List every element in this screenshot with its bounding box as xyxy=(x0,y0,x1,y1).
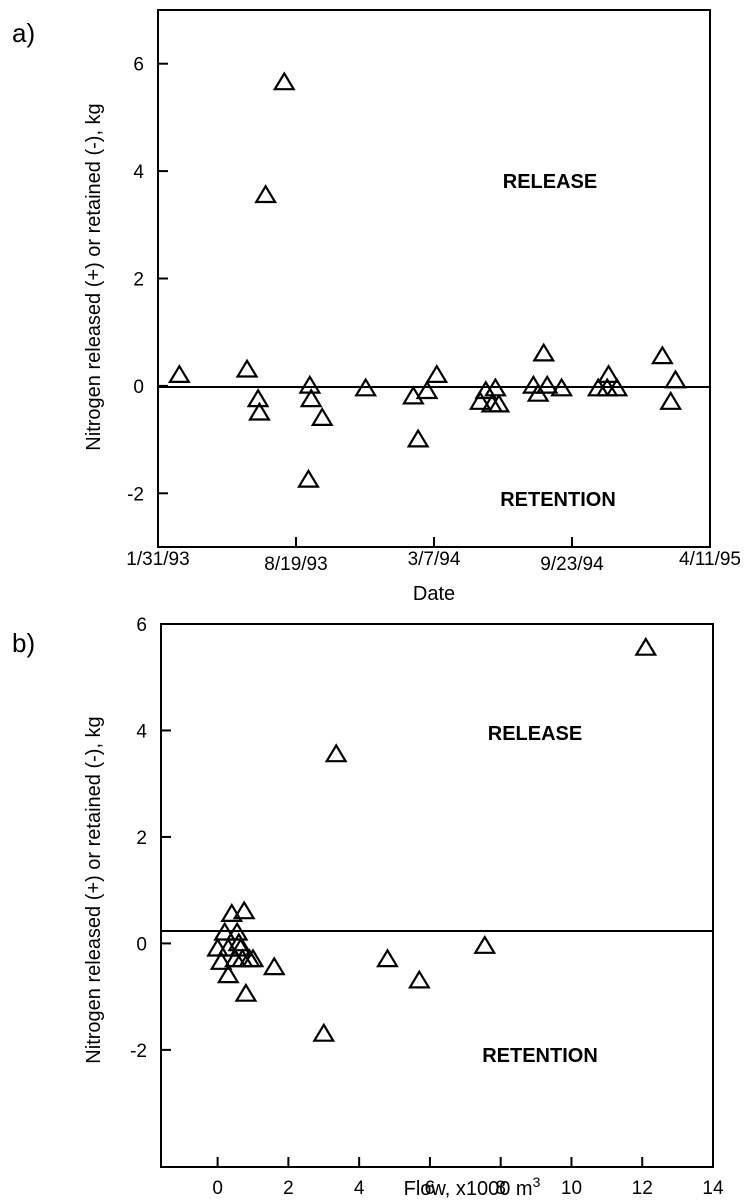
panel-a-data-point xyxy=(605,377,629,397)
panel-a-points xyxy=(167,71,687,488)
panel-a-data-point xyxy=(310,406,334,426)
panel-a-y-ticks: 6 4 2 0 -2 xyxy=(127,55,168,505)
panel-b-release-label: RELEASE xyxy=(488,723,582,745)
panel-b-data-point xyxy=(407,969,431,989)
panel-a-data-point xyxy=(235,358,259,378)
panel-a-y-axis-label: Nitrogen released (+) or retained (-), k… xyxy=(83,103,105,450)
panel-b-data-point xyxy=(227,932,251,952)
panel-b-plot-frame xyxy=(160,623,714,1168)
panel-a-x-tick-label: 3/7/94 xyxy=(408,549,461,570)
panel-a-plot-frame xyxy=(157,9,711,548)
panel-b-data-point xyxy=(216,937,240,957)
panel-b-data-point xyxy=(220,902,244,923)
panel-a-data-point xyxy=(248,401,271,421)
panel-b-x-tick-label: 10 xyxy=(561,1178,582,1199)
panel-a-y-tick-label: 6 xyxy=(133,55,144,76)
panel-a-data-point xyxy=(406,428,430,448)
panel-a-data-point xyxy=(484,377,507,397)
panel-b-data-point xyxy=(324,743,348,763)
panel-a-x-axis-label: Date xyxy=(413,583,455,605)
panel-a-release-label: RELEASE xyxy=(503,171,597,193)
panel-b-label: b) xyxy=(12,628,35,658)
panel-b-data-point xyxy=(232,900,256,920)
panel-b-data-point xyxy=(216,964,240,984)
panel-a-data-point xyxy=(254,184,278,204)
panel-b-data-point xyxy=(473,934,497,954)
panel-a-data-point xyxy=(487,393,511,413)
panel-a-data-point xyxy=(474,380,498,400)
panel-a-x-ticks: 1/31/93 8/19/93 3/7/94 9/23/94 4/11/95 xyxy=(126,537,741,575)
panel-a-y-tick-label: 0 xyxy=(133,377,144,398)
panel-a-retention-label: RETENTION xyxy=(500,489,616,511)
panel-a-data-point xyxy=(297,468,320,488)
panel-b-y-ticks: 6 4 2 0 -2 xyxy=(130,615,171,1062)
panel-a-x-tick-label: 4/11/95 xyxy=(679,549,741,570)
panel-b-data-point xyxy=(312,1022,336,1042)
panel-a-x-tick-label: 9/23/94 xyxy=(540,554,604,575)
panel-b-data-point xyxy=(213,921,237,941)
panel-a-data-point xyxy=(354,377,378,397)
panel-a-data-point xyxy=(550,377,574,397)
panel-b-data-point xyxy=(234,982,258,1002)
panel-a: a) 6 4 2 0 -2 1/31/93 8/19/93 3/7/94 9/23/94 4/1… xyxy=(12,9,741,605)
panel-a-data-point xyxy=(299,388,323,408)
panel-b-x-tick-label: 4 xyxy=(354,1178,365,1199)
panel-b-x-axis-label: Flow, x1000 m3 xyxy=(404,1174,541,1200)
panel-a-data-point xyxy=(664,369,687,389)
panel-b-data-point xyxy=(262,956,286,976)
panel-a-data-point xyxy=(167,364,191,383)
panel-b-y-tick-label: 2 xyxy=(136,828,147,849)
panel-a-data-point xyxy=(659,390,683,410)
panel-a-x-tick-label: 1/31/93 xyxy=(126,549,189,570)
panel-b-x-tick-label: 8 xyxy=(495,1178,506,1199)
panel-b-data-point xyxy=(376,948,399,968)
panel-a-data-point xyxy=(597,364,620,383)
panel-b-points xyxy=(206,636,658,1042)
panel-a-data-point xyxy=(468,390,492,410)
panel-a-data-point xyxy=(246,388,270,408)
panel-b-data-point xyxy=(634,636,658,656)
panel-b-data-point xyxy=(209,950,233,970)
panel-b-x-ticks: 0 2 4 6 8 10 12 14 xyxy=(212,1157,724,1199)
panel-b-x-tick-label: 14 xyxy=(702,1178,724,1199)
panel-a-y-tick-label: 4 xyxy=(133,162,144,183)
panel-b-data-point xyxy=(229,937,253,957)
panel-a-data-point xyxy=(298,374,322,394)
panel-b-y-tick-label: 6 xyxy=(136,615,147,636)
panel-a-y-tick-label: -2 xyxy=(127,484,144,505)
panel-b-data-point xyxy=(241,948,265,968)
panel-a-y-tick-label: 2 xyxy=(133,270,144,291)
panel-b-retention-label: RETENTION xyxy=(482,1045,598,1067)
panel-b-x-tick-label: 2 xyxy=(283,1178,294,1199)
panel-a-data-point xyxy=(415,380,439,400)
panel-a-data-point xyxy=(425,364,449,383)
panel-b-x-axis-label-text: Flow, x1000 m xyxy=(404,1178,533,1200)
panel-a-x-tick-label: 8/19/93 xyxy=(264,554,327,575)
panel-b-y-tick-label: 0 xyxy=(136,934,147,955)
panel-b-y-tick-label: -2 xyxy=(130,1041,147,1062)
panel-a-label: a) xyxy=(12,18,35,48)
panel-b-x-axis-label-superscript: 3 xyxy=(533,1174,541,1190)
panel-a-data-point xyxy=(535,374,559,394)
panel-a-data-point xyxy=(532,342,556,362)
panel-b-x-tick-label: 6 xyxy=(425,1178,436,1199)
panel-b-x-tick-label: 0 xyxy=(212,1178,223,1199)
panel-b-x-tick-label: 12 xyxy=(632,1178,653,1199)
panel-b-y-axis-label: Nitrogen released (+) or retained (-), k… xyxy=(83,716,105,1063)
panel-a-data-point xyxy=(272,71,296,91)
panel-a-data-point xyxy=(650,345,674,365)
panel-b-data-point xyxy=(225,921,249,941)
panel-b-y-tick-label: 4 xyxy=(136,721,147,742)
